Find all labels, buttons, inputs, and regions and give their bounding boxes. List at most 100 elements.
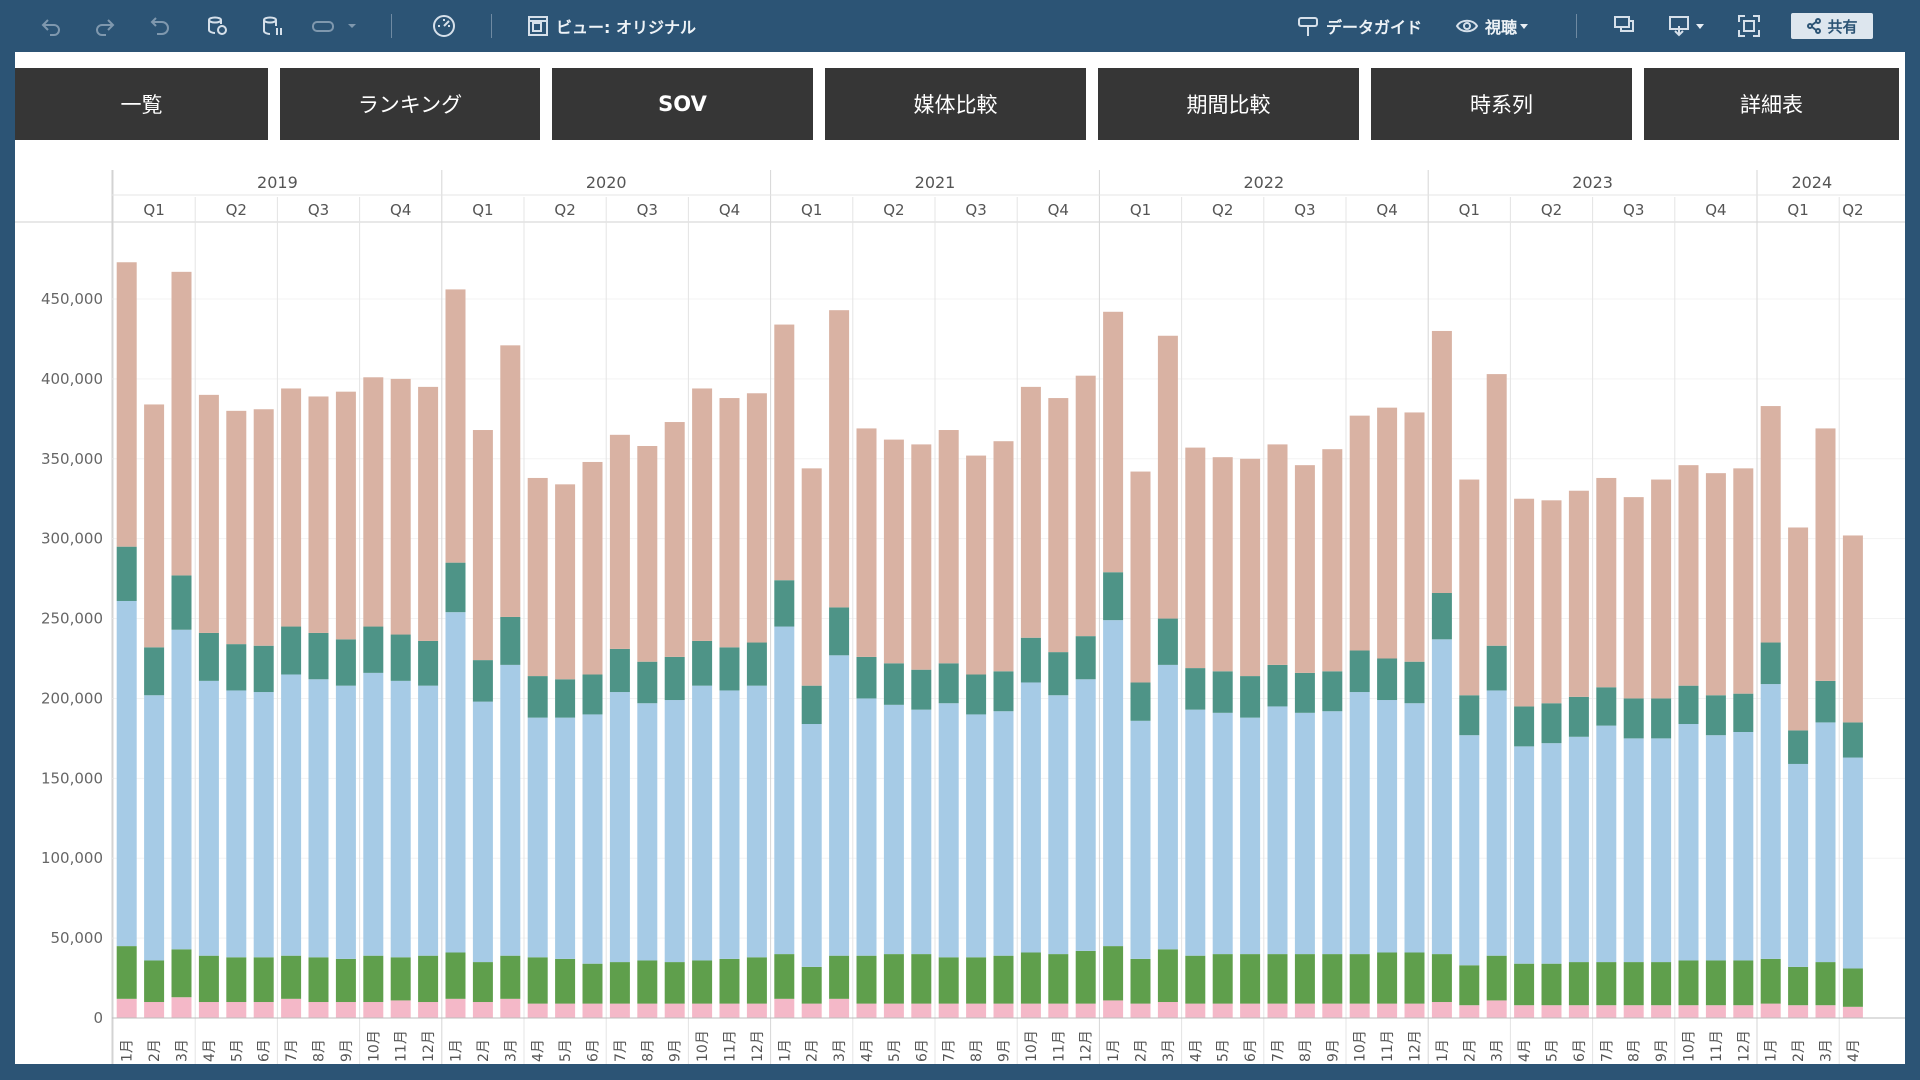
bar-segment bbox=[993, 671, 1014, 712]
bar-segment bbox=[1322, 711, 1343, 955]
tab-detail-table[interactable]: 詳細表 bbox=[1644, 68, 1899, 140]
toolbar-divider bbox=[391, 14, 392, 38]
tab-sov[interactable]: SOV bbox=[552, 68, 813, 140]
bar-segment bbox=[1596, 1005, 1617, 1018]
gauge-icon bbox=[433, 15, 455, 37]
tab-time-series[interactable]: 時系列 bbox=[1371, 68, 1632, 140]
view-selector-button[interactable]: ビュー: オリジナル bbox=[526, 10, 706, 42]
bar-segment bbox=[664, 1003, 685, 1018]
undo-button[interactable] bbox=[36, 10, 66, 42]
bar-segment bbox=[774, 324, 795, 581]
performance-button[interactable] bbox=[429, 10, 459, 42]
quarter-label: Q4 bbox=[1048, 201, 1069, 219]
bar-segment bbox=[472, 660, 493, 702]
download-button[interactable] bbox=[1662, 10, 1712, 42]
bar-segment bbox=[1404, 661, 1425, 704]
bar-segment bbox=[637, 960, 658, 1004]
bar-segment bbox=[774, 998, 795, 1018]
revert-button[interactable] bbox=[145, 10, 175, 42]
bar-segment bbox=[500, 955, 521, 999]
bar-segment bbox=[1596, 687, 1617, 726]
tab-overview[interactable]: 一覧 bbox=[15, 68, 268, 140]
view-mode-button[interactable]: 視聴 bbox=[1455, 10, 1545, 42]
bar-segment bbox=[116, 546, 137, 601]
tab-label: 時系列 bbox=[1470, 93, 1533, 117]
x-tick-label: 3月 bbox=[503, 1039, 519, 1062]
bar-segment bbox=[1294, 712, 1315, 955]
tab-label: SOV bbox=[658, 92, 707, 116]
year-label: 2020 bbox=[586, 173, 627, 192]
pause-updates-button[interactable] bbox=[257, 10, 287, 42]
bar-segment bbox=[719, 1003, 740, 1018]
quarter-label: Q1 bbox=[801, 201, 822, 219]
bar-segment bbox=[1048, 954, 1069, 1004]
bar-segment bbox=[1815, 962, 1836, 1006]
bar-segment bbox=[335, 958, 356, 1003]
bar-segment bbox=[390, 634, 411, 681]
bar-segment bbox=[1048, 652, 1069, 696]
bar-segment bbox=[500, 998, 521, 1018]
quarter-label: Q1 bbox=[143, 201, 164, 219]
bar-segment bbox=[1623, 962, 1644, 1006]
bar-segment bbox=[527, 717, 548, 958]
tab-ranking[interactable]: ランキング bbox=[280, 68, 540, 140]
bar-segment bbox=[1459, 479, 1480, 696]
bar-segment bbox=[308, 679, 329, 958]
replay-animation-button[interactable] bbox=[308, 10, 358, 42]
bar-segment bbox=[609, 962, 630, 1004]
quarter-label: Q1 bbox=[1130, 201, 1151, 219]
bar-segment bbox=[1705, 735, 1726, 961]
comments-button[interactable] bbox=[1610, 10, 1640, 42]
bar-segment bbox=[911, 1003, 932, 1018]
bar-segment bbox=[253, 692, 274, 958]
bar-segment bbox=[582, 674, 603, 715]
bar-segment bbox=[363, 955, 384, 1003]
data-guide-label: データガイド bbox=[1326, 18, 1423, 37]
quarter-label: Q1 bbox=[472, 201, 493, 219]
bar-segment bbox=[1349, 650, 1370, 693]
redo-icon bbox=[96, 19, 115, 36]
x-tick-label: 5月 bbox=[887, 1039, 903, 1062]
data-guide-button[interactable]: データガイド bbox=[1296, 10, 1436, 42]
bar-segment bbox=[966, 455, 987, 675]
bar-segment bbox=[226, 957, 247, 1003]
bar-segment bbox=[226, 644, 247, 691]
bar-segment bbox=[1788, 763, 1809, 967]
bar-segment bbox=[774, 954, 795, 999]
bar-segment bbox=[993, 441, 1014, 672]
x-tick-label: 6月 bbox=[257, 1039, 273, 1062]
bar-segment bbox=[664, 700, 685, 963]
bar-segment bbox=[418, 1002, 439, 1018]
bar-segment bbox=[1760, 642, 1781, 685]
bar-segment bbox=[253, 409, 274, 646]
bar-segment bbox=[1048, 695, 1069, 955]
x-tick-label: 1月 bbox=[777, 1039, 793, 1062]
bar-segment bbox=[1705, 1005, 1726, 1018]
bar-segment bbox=[198, 1002, 219, 1018]
tab-media-comparison[interactable]: 媒体比較 bbox=[825, 68, 1086, 140]
bar-segment bbox=[1020, 1003, 1041, 1018]
quarter-label: Q2 bbox=[226, 201, 247, 219]
bar-segment bbox=[746, 642, 767, 686]
bar-segment bbox=[883, 439, 904, 664]
bar-segment bbox=[911, 709, 932, 955]
bar-segment bbox=[1733, 1005, 1754, 1018]
share-button[interactable]: 共有 bbox=[1791, 13, 1873, 39]
bar-segment bbox=[1733, 468, 1754, 694]
bar-segment bbox=[938, 663, 959, 704]
bar-segment bbox=[198, 394, 219, 633]
bar-segment bbox=[609, 692, 630, 963]
bar-segment bbox=[1267, 444, 1288, 665]
fullscreen-button[interactable] bbox=[1734, 10, 1764, 42]
bar-segment bbox=[1760, 1003, 1781, 1018]
redo-button[interactable] bbox=[90, 10, 120, 42]
bar-segment bbox=[1733, 960, 1754, 1006]
refresh-data-button[interactable] bbox=[202, 10, 232, 42]
toolbar-divider bbox=[1576, 14, 1577, 38]
bar-segment bbox=[1705, 473, 1726, 696]
year-label: 2024 bbox=[1791, 173, 1832, 192]
tab-period-comparison[interactable]: 期間比較 bbox=[1098, 68, 1359, 140]
bar-segment bbox=[144, 647, 165, 696]
bar-segment bbox=[418, 386, 439, 641]
bar-segment bbox=[1377, 700, 1398, 953]
